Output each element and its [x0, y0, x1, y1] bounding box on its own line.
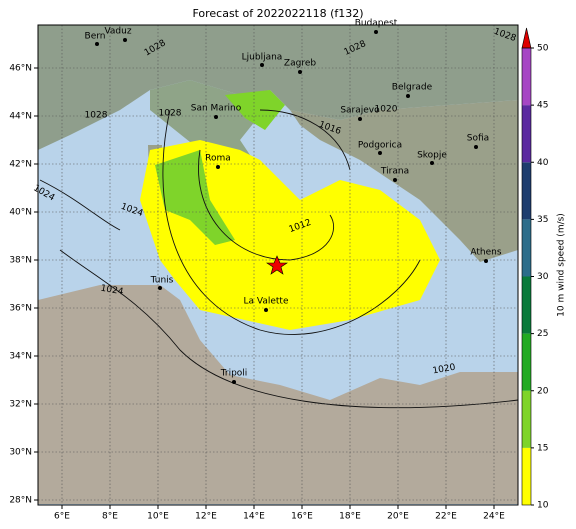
colorbar-level	[522, 105, 531, 163]
isobar-label: 1020	[432, 363, 457, 377]
city-label: Podgorica	[358, 141, 402, 151]
y-tick-label: 40°N	[9, 208, 32, 218]
y-tick-label: 32°N	[9, 400, 32, 410]
city-dot	[158, 286, 162, 290]
x-tick-label: 12°E	[195, 512, 217, 522]
isobar-label: 1028	[159, 109, 182, 119]
city-dot	[374, 30, 378, 34]
colorbar-tick-label: 30	[537, 272, 549, 282]
wind-10-15	[140, 140, 440, 330]
isobar-label: 1020	[375, 105, 398, 115]
y-tick-label: 36°N	[9, 304, 32, 314]
city-dot	[474, 145, 478, 149]
city-label: Budapest	[355, 19, 398, 29]
colorbar-tick-label: 35	[537, 215, 548, 225]
map-frame	[37, 24, 519, 506]
wind-15-20	[225, 90, 285, 130]
x-tick-label: 22°E	[435, 512, 457, 522]
y-tick-label: 42°N	[9, 160, 32, 170]
isobar	[259, 109, 351, 171]
x-tick-label: 20°E	[387, 512, 409, 522]
city-label: Sarajevo	[340, 106, 380, 116]
city-label: Roma	[205, 154, 231, 164]
land-north	[38, 25, 518, 150]
city-label: Zagreb	[284, 59, 316, 69]
city-label: Tunis	[150, 276, 174, 286]
city-label: Tirana	[380, 167, 409, 177]
city-label: Ljubljana	[242, 53, 283, 63]
city-label: Sofia	[467, 134, 489, 144]
colorbar-tick-label: 45	[537, 101, 548, 111]
y-tick-label: 30°N	[9, 448, 32, 458]
colorbar-level	[522, 447, 531, 505]
map-title: Forecast of 2022022118 (f132)	[192, 7, 363, 20]
colorbar-tick-label: 25	[537, 329, 548, 339]
colorbar-level	[522, 219, 531, 277]
colorbar-level	[522, 162, 531, 220]
city-dot	[264, 308, 268, 312]
x-tick-label: 24°E	[483, 512, 505, 522]
city-dot	[214, 115, 218, 119]
city-label: La Valette	[244, 297, 289, 307]
x-tick-label: 6°E	[54, 512, 70, 522]
city-dot	[430, 161, 434, 165]
city-dot	[260, 63, 264, 67]
city-dot	[298, 70, 302, 74]
event-star	[266, 255, 288, 275]
city-label: Vaduz	[104, 27, 131, 37]
graticule	[38, 25, 518, 505]
y-tick-label: 28°N	[9, 496, 32, 506]
city-dot	[393, 178, 397, 182]
wind-15-20	[155, 150, 235, 245]
city-label: Tripoli	[220, 369, 248, 379]
isobar-label: 1024	[100, 284, 125, 298]
city-dot	[358, 117, 362, 121]
colorbar-tick-label: 50	[537, 44, 549, 54]
y-tick-label: 44°N	[9, 112, 32, 122]
city-dot	[232, 380, 236, 384]
x-tick-label: 18°E	[339, 512, 361, 522]
colorbar-level	[522, 48, 531, 106]
colorbar-level	[522, 333, 531, 391]
city-label: Belgrade	[392, 83, 433, 93]
colorbar: 10 15 20 25 30 35 40 45 50 10 m wind speed (m/s)	[521, 27, 567, 511]
city-dot	[95, 42, 99, 46]
land-balkans	[290, 100, 518, 262]
colorbar-extend	[521, 27, 532, 49]
colorbar-tick-label: 15	[537, 443, 548, 453]
city-dot	[406, 94, 410, 98]
x-tick-label: 14°E	[243, 512, 265, 522]
colorbar-tick-label: 10	[537, 501, 549, 511]
city-dot	[484, 259, 488, 263]
city-dot	[123, 38, 127, 42]
city-label: San Marino	[191, 104, 242, 114]
city-label: Athens	[470, 248, 501, 258]
y-tick-label: 46°N	[9, 64, 32, 74]
city-dot	[216, 165, 220, 169]
city-dot	[378, 151, 382, 155]
isobar	[39, 179, 121, 231]
city-label: Bern	[85, 32, 106, 42]
x-tick-label: 10°E	[147, 512, 169, 522]
colorbar-label: 10 m wind speed (m/s)	[557, 213, 567, 317]
colorbar-level	[522, 276, 531, 334]
colorbar-level	[522, 390, 531, 448]
x-tick-label: 16°E	[291, 512, 313, 522]
y-tick-label: 38°N	[9, 256, 32, 266]
isobar	[162, 109, 421, 335]
colorbar-tick-label: 20	[537, 386, 549, 396]
x-tick-label: 8°E	[102, 512, 118, 522]
city-label: Skopje	[417, 151, 447, 161]
colorbar-tick-label: 40	[537, 158, 549, 168]
isobar-label: 1028	[85, 111, 108, 121]
y-tick-label: 34°N	[9, 352, 32, 362]
